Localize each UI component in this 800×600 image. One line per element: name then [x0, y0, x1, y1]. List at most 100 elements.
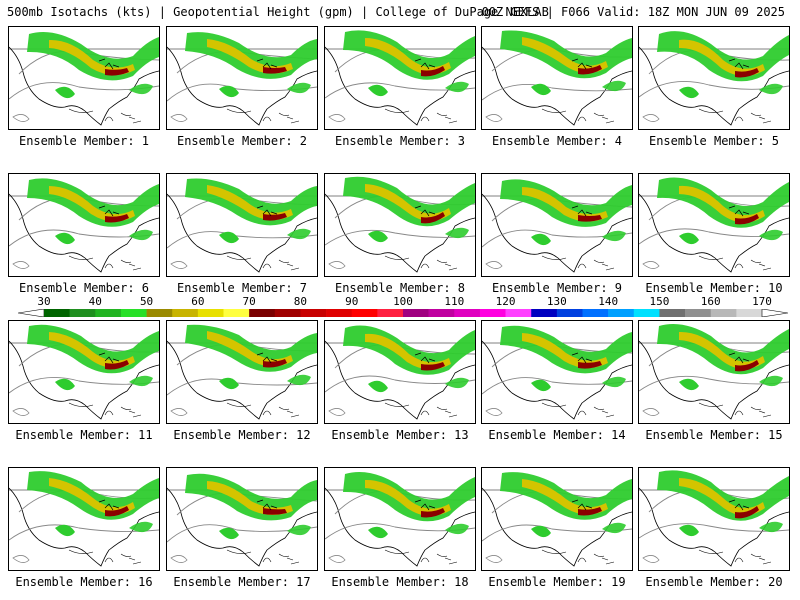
- great-lakes: [571, 58, 593, 70]
- isotach-80kt: [105, 214, 129, 223]
- isotach-50kt: [445, 81, 469, 93]
- isotach-60kt: [679, 39, 765, 77]
- great-lakes: [98, 352, 120, 364]
- isotach-50kt: [602, 522, 626, 534]
- isotach-60kt: [679, 331, 765, 370]
- isotach-80kt: [263, 67, 287, 74]
- ensemble-map: [9, 31, 159, 126]
- ensemble-map: [482, 325, 632, 420]
- colorbar-swatch: [197, 309, 224, 317]
- gulf-coast: [226, 549, 300, 565]
- great-lakes: [728, 499, 750, 511]
- isotach-60kt: [49, 478, 135, 515]
- isotach-80kt: [735, 506, 759, 519]
- gulf-coast: [68, 402, 142, 418]
- isotach-50kt: [219, 527, 239, 540]
- ensemble-map-panel: [638, 320, 790, 424]
- ensemble-map-panel: [8, 467, 160, 571]
- isotach-50kt: [679, 524, 699, 537]
- ensemble-map-panel: [481, 26, 633, 130]
- isotach-50kt: [368, 230, 388, 243]
- isotach-80kt: [105, 506, 129, 517]
- header: 500mb Isotachs (kts) | Geopotential Heig…: [0, 0, 800, 24]
- ensemble-map: [482, 30, 632, 126]
- isotach-50kt: [55, 86, 75, 99]
- colorbar-tick-label: 100: [393, 295, 413, 308]
- colorbar-tick-label: 120: [495, 295, 516, 308]
- great-lakes: [256, 58, 278, 70]
- height-contour: [170, 261, 188, 269]
- isotach-50kt: [531, 233, 551, 246]
- isotach-60kt: [207, 481, 293, 516]
- ensemble-member-label: Ensemble Member: 6: [18, 281, 150, 295]
- ensemble-member-label: Ensemble Member: 8: [334, 281, 466, 295]
- ensemble-map-panel: [324, 320, 476, 424]
- ensemble-member-label: Ensemble Member: 13: [331, 428, 469, 442]
- height-contour: [170, 114, 188, 122]
- isotach-50kt: [759, 83, 783, 95]
- ensemble-map-panel: [324, 467, 476, 571]
- gulf-coast: [541, 402, 615, 418]
- isotach-50kt: [368, 526, 388, 539]
- isotach-50kt: [129, 375, 153, 387]
- isotach-50kt: [129, 521, 153, 533]
- ensemble-map-panel: [638, 26, 790, 130]
- ensemble-map-panel: [166, 320, 318, 424]
- isotach-80kt: [421, 66, 445, 77]
- colorbar-tick-label: 140: [598, 295, 619, 308]
- isotach-50kt: [445, 523, 469, 535]
- colorbar-swatch: [172, 309, 199, 317]
- ensemble-map-panel: [481, 467, 633, 571]
- height-contour: [485, 555, 503, 563]
- isotach-60kt: [49, 39, 135, 76]
- isotach-80kt: [421, 212, 445, 224]
- colorbar-swatch: [300, 309, 327, 317]
- great-lakes: [256, 205, 278, 217]
- height-contour: [485, 261, 503, 269]
- isotach-60kt: [49, 186, 135, 222]
- colorbar-swatch: [710, 309, 737, 317]
- isotach-60kt: [207, 331, 293, 367]
- isotach-50kt: [27, 31, 159, 81]
- isotach-60kt: [522, 37, 608, 74]
- colorbar-tick-label: 150: [649, 295, 670, 308]
- ensemble-map: [9, 178, 159, 273]
- colorbar-tick-label: 70: [242, 295, 256, 308]
- ensemble-member-label: Ensemble Member: 11: [15, 428, 153, 442]
- isotach-80kt: [263, 213, 287, 221]
- great-lakes: [98, 499, 120, 511]
- height-contour: [639, 523, 789, 539]
- height-contour: [328, 261, 346, 269]
- isotach-50kt: [219, 377, 239, 390]
- colorbar-tick-label: 90: [345, 295, 359, 308]
- isotach-60kt: [365, 38, 451, 75]
- colorbar-swatch: [428, 309, 455, 317]
- isotach-50kt: [531, 525, 551, 538]
- isotach-50kt: [343, 30, 475, 80]
- ensemble-map: [9, 324, 159, 420]
- header-title-left: 500mb Isotachs (kts) | Geopotential Heig…: [7, 5, 549, 19]
- ensemble-member-label: Ensemble Member: 5: [648, 134, 780, 148]
- great-lakes: [728, 205, 750, 217]
- height-contour: [485, 408, 503, 416]
- isotach-60kt: [49, 332, 135, 369]
- great-lakes: [728, 58, 750, 70]
- colorbar-swatch: [44, 309, 70, 317]
- isotach-50kt: [445, 377, 469, 389]
- ensemble-map: [482, 472, 632, 567]
- height-contour: [328, 408, 346, 416]
- isotach-80kt: [421, 508, 445, 518]
- isotach-50kt: [500, 179, 632, 227]
- gulf-coast: [541, 549, 615, 565]
- isotach-50kt: [657, 177, 789, 228]
- great-lakes: [256, 499, 278, 511]
- colorbar-swatch: [249, 309, 276, 317]
- great-lakes: [414, 499, 436, 511]
- isotach-50kt: [287, 228, 311, 240]
- colorbar-swatch: [556, 309, 583, 317]
- colorbar-swatch: [274, 309, 301, 317]
- colorbar-tick-label: 170: [752, 295, 772, 308]
- colorbar-tick-label: 50: [139, 295, 154, 308]
- ensemble-map: [325, 471, 475, 567]
- isotach-60kt: [522, 333, 608, 369]
